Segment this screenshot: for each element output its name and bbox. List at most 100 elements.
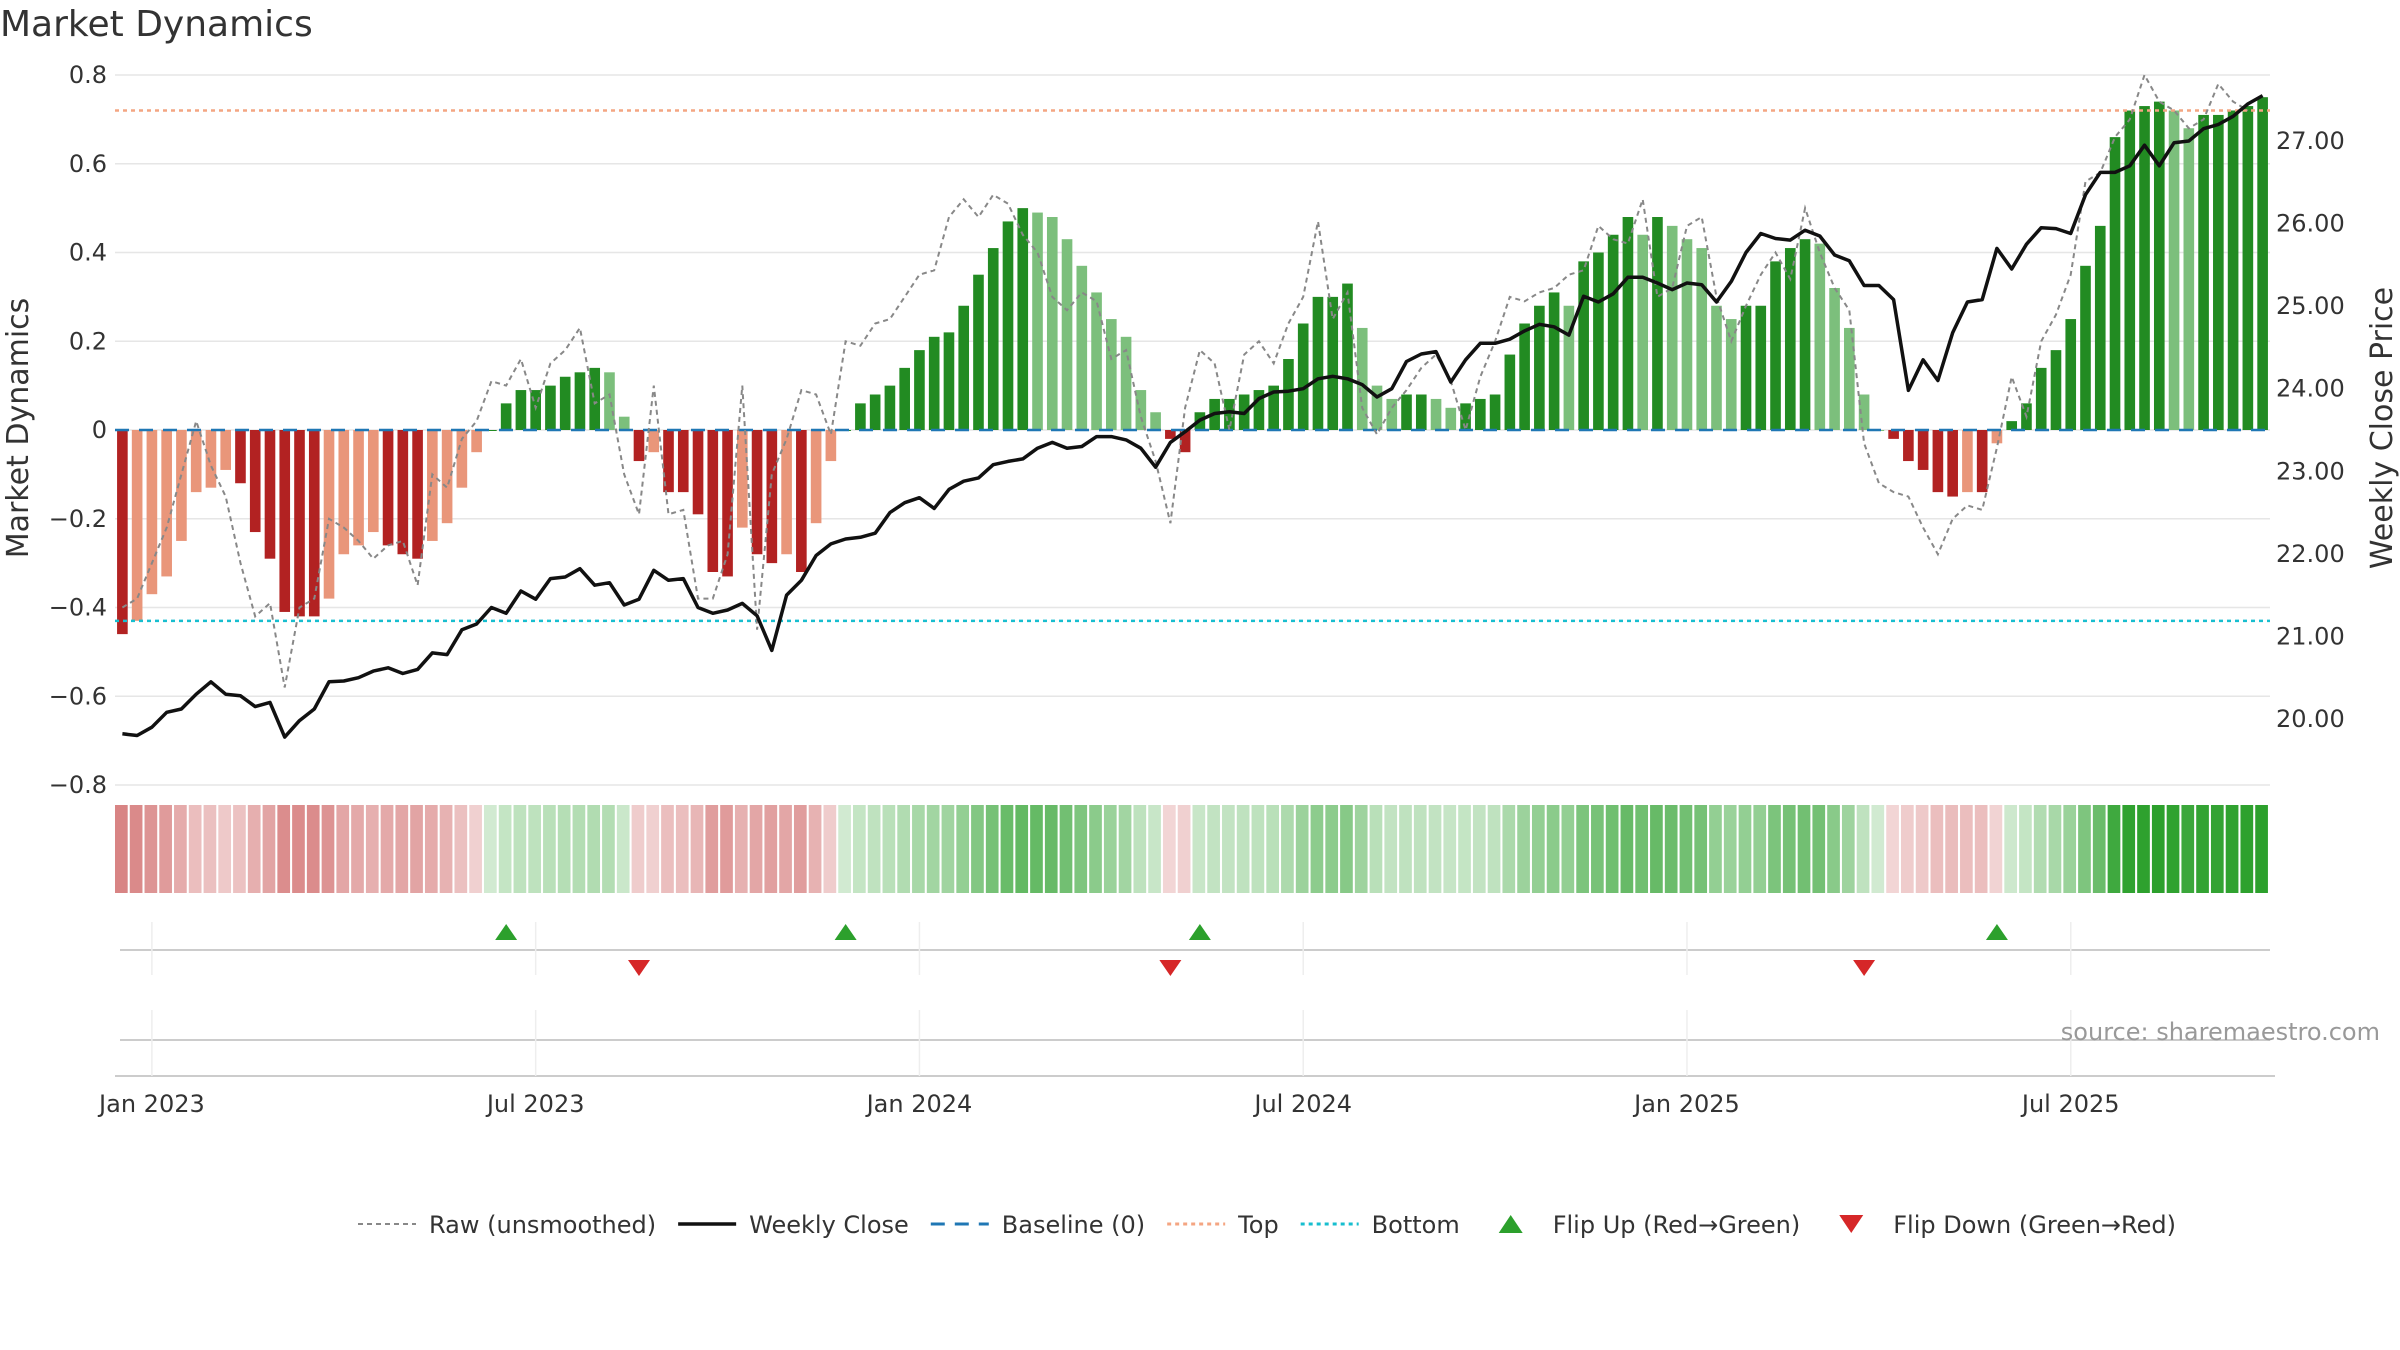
strip-cell — [174, 805, 187, 893]
bar — [1711, 305, 1722, 430]
strip-cell — [2033, 805, 2047, 893]
strip-cell — [690, 805, 704, 893]
strip-cell — [1576, 805, 1589, 893]
strip-cell — [1192, 805, 1206, 893]
bar — [751, 430, 763, 555]
weekly-close-line — [122, 94, 2264, 739]
strip-cell — [720, 805, 733, 893]
bar — [1489, 394, 1501, 430]
strip-cell — [247, 805, 261, 893]
bar — [146, 430, 158, 595]
strip-cell — [1945, 805, 1958, 893]
bar — [1534, 305, 1545, 430]
strip-cell — [1531, 805, 1545, 893]
legend-label: Raw (unsmoothed) — [429, 1211, 656, 1239]
bar — [1976, 430, 1988, 493]
strip-cell — [2225, 805, 2239, 893]
y-tick-label: 0.2 — [69, 327, 107, 355]
strip-cell — [1709, 805, 1722, 893]
bar — [1504, 354, 1516, 430]
bar — [633, 430, 645, 462]
bar — [1637, 234, 1649, 430]
bar — [2227, 110, 2239, 430]
strip-cell — [321, 805, 335, 893]
strip-cell — [1679, 805, 1693, 893]
y2-tick-label: 27.00 — [2276, 127, 2345, 155]
bar — [2109, 137, 2121, 430]
bar — [1563, 305, 1575, 430]
bar — [1165, 430, 1176, 439]
bar — [973, 274, 984, 430]
bar — [2094, 225, 2106, 430]
bar — [1120, 336, 1132, 430]
chart-title: Market Dynamics — [0, 4, 313, 45]
y2-tick-label: 25.00 — [2276, 292, 2345, 320]
strip-cell — [2019, 805, 2032, 893]
strip-cell — [1103, 805, 1117, 893]
strip-cell — [557, 805, 571, 893]
legend-label: Bottom — [1372, 1211, 1460, 1239]
bar — [810, 430, 822, 524]
strip-cell — [926, 805, 940, 893]
strip-cell — [454, 805, 468, 893]
strip-cell — [1162, 805, 1176, 893]
x-axis: Jan 2023 Jul 2023 Jan 2024 Jul 2024 Jan 2025… — [97, 1010, 2275, 1118]
strip-cell — [2137, 805, 2150, 893]
legend-item: Flip Up (Red→Green) — [1498, 1211, 1801, 1239]
strip-cell — [1605, 805, 1619, 893]
strip-cell — [587, 805, 601, 893]
bar — [1696, 248, 1708, 430]
bar — [2213, 114, 2224, 430]
strip-cell — [572, 805, 586, 893]
bar — [2168, 110, 2180, 430]
strip-cell — [971, 805, 984, 893]
y2-tick-label: 22.00 — [2276, 540, 2345, 568]
strip-cell — [2151, 805, 2165, 893]
bar — [397, 430, 409, 555]
y2-axis-label: Weekly Close Price — [2365, 287, 2400, 569]
bar — [264, 430, 276, 559]
bar — [1593, 252, 1604, 430]
strip-cell — [1015, 805, 1029, 893]
strip-cell — [1074, 805, 1088, 893]
strip-cell — [1295, 805, 1309, 893]
bar — [1386, 398, 1398, 430]
strip-cell — [705, 805, 719, 893]
bar — [2065, 319, 2077, 430]
strip-cell — [1871, 805, 1885, 893]
y2-tick-label: 23.00 — [2276, 457, 2345, 485]
bar — [1460, 403, 1471, 430]
bar — [1814, 243, 1826, 430]
bar — [722, 430, 733, 577]
legend-label: Flip Up (Red→Green) — [1553, 1211, 1801, 1239]
strip-cell — [1472, 805, 1486, 893]
strip-cell — [2107, 805, 2121, 893]
flip-up-marker — [834, 924, 857, 940]
strip-cell — [1738, 805, 1752, 893]
bar — [869, 394, 881, 430]
strip-cell — [2210, 805, 2224, 893]
strip-cell — [1340, 805, 1353, 893]
strip-cell — [602, 805, 615, 893]
legend-item: Top — [1167, 1211, 1279, 1239]
right-y-axis: 27.00 26.00 25.00 24.00 23.00 22.00 21.00 20.00 — [2276, 127, 2345, 733]
flip-markers-panel — [120, 922, 2270, 976]
bar — [677, 430, 689, 493]
bar — [1962, 430, 1973, 493]
strip-cell — [853, 805, 866, 893]
bar — [855, 403, 866, 430]
source-text: source: sharemaestro.com — [2061, 1018, 2380, 1046]
x-tick-label: Jul 2023 — [485, 1090, 585, 1118]
strip-cell — [1325, 805, 1339, 893]
bar — [382, 430, 394, 546]
strip-cell — [1841, 805, 1855, 893]
strip-cell — [1281, 805, 1294, 893]
bar — [1681, 239, 1693, 430]
strip-cell — [1030, 805, 1043, 893]
bar — [707, 430, 719, 572]
strip-cell — [1900, 805, 1914, 893]
strip-cell — [2048, 805, 2062, 893]
strip-cell — [2166, 805, 2180, 893]
bar — [1179, 430, 1191, 453]
strip-cell — [1207, 805, 1220, 893]
